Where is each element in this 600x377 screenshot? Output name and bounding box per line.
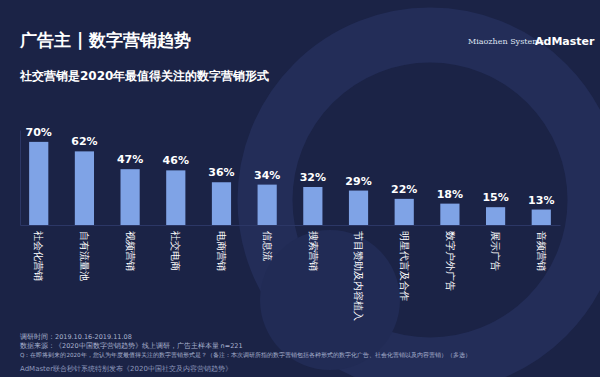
tick: 节目赞助及内容植入 — [353, 225, 364, 321]
data-label: 36% — [208, 166, 234, 179]
y-axis — [20, 131, 21, 226]
data-label: 47% — [117, 153, 143, 166]
tick-label: 社交电商 — [170, 231, 181, 271]
bar — [212, 182, 231, 225]
tick: 视频营销 — [125, 225, 136, 271]
decoration — [260, 230, 400, 370]
data-label: 15% — [482, 191, 508, 204]
tick: 搜索营销 — [308, 225, 319, 271]
logo: Miaozhen Systems — [468, 37, 544, 46]
data-label: 13% — [528, 194, 554, 207]
tick: 社会化营销 — [33, 225, 44, 281]
bar — [486, 207, 505, 225]
x-axis-line — [21, 225, 561, 226]
bar — [440, 204, 459, 225]
tick: 音频营销 — [536, 225, 547, 271]
bar — [395, 199, 414, 225]
tick-label: 电商营销 — [216, 231, 227, 271]
tick: 电商营销 — [216, 225, 227, 271]
tick-label: 社会化营销 — [33, 231, 44, 281]
tick-label: 明星代言及合作 — [399, 231, 410, 301]
background — [0, 0, 600, 377]
data-label: 22% — [391, 183, 417, 196]
bar — [349, 191, 368, 225]
bar — [75, 151, 94, 225]
title: 广告主 | 数字营销趋势 — [19, 30, 191, 50]
bar — [29, 142, 48, 225]
data-label: 62% — [71, 135, 97, 148]
tick-label: 展示广告 — [490, 231, 501, 271]
y-axis-line — [20, 131, 21, 226]
bar — [166, 170, 185, 225]
data-label: 46% — [163, 154, 189, 167]
data-label: 32% — [300, 171, 326, 184]
tick: 自有流量池 — [79, 225, 90, 281]
data-label: 18% — [437, 188, 463, 201]
tick-label: 节目赞助及内容植入 — [353, 231, 364, 321]
tick-label: 音频营销 — [536, 231, 547, 271]
footnote: 数据来源：《2020中国数字营销趋势》线上调研，广告主样本量 n=221 — [20, 342, 243, 350]
bars — [29, 142, 551, 225]
tick-label: 搜索营销 — [308, 231, 319, 271]
data-label: 70% — [26, 126, 52, 139]
bar — [258, 185, 277, 225]
footnote: Q：在即将到来的2020年，您认为年度最值得关注的数字营销形式是？（备注：本次调… — [20, 351, 471, 359]
logo: AdMaster — [535, 35, 595, 48]
subtitle: 社交营销是2020年最值得关注的数字营销形式 — [19, 69, 269, 83]
tick-label: 信息流 — [262, 231, 273, 261]
tick: 社交电商 — [170, 225, 181, 271]
tick: 数字户外广告 — [445, 225, 456, 291]
tick-label: 数字户外广告 — [445, 231, 456, 291]
tick: 明星代言及合作 — [399, 225, 410, 301]
tick: 信息流 — [262, 225, 273, 261]
x-axis: 社会化营销 自有流量池 视频营销 社交电商 电商营销 信息流 搜索营销 节目赞助及内容植入 明星… — [21, 225, 561, 321]
tick-label: 自有流量池 — [79, 231, 90, 281]
bar — [303, 187, 322, 225]
tick-label: 视频营销 — [125, 231, 136, 271]
data-label: 34% — [254, 169, 280, 182]
chart: 广告主 | 数字营销趋势社交营销是2020年最值得关注的数字营销形式 Miaozh… — [0, 0, 600, 377]
bar — [121, 169, 140, 225]
footnote: AdMaster联合秒针系统特别发布《2020中国社交及内容营销趋势》 — [20, 365, 232, 373]
data-label: 29% — [345, 175, 371, 188]
data-labels: 70% 62% 47% 46% 36% 34% 32% 29% 22% 18% 15% 13% — [26, 126, 555, 207]
footnote: 调研时间：2019.10.16-2019.11.08 — [20, 333, 132, 341]
tick: 展示广告 — [490, 225, 501, 271]
bar — [532, 210, 551, 225]
